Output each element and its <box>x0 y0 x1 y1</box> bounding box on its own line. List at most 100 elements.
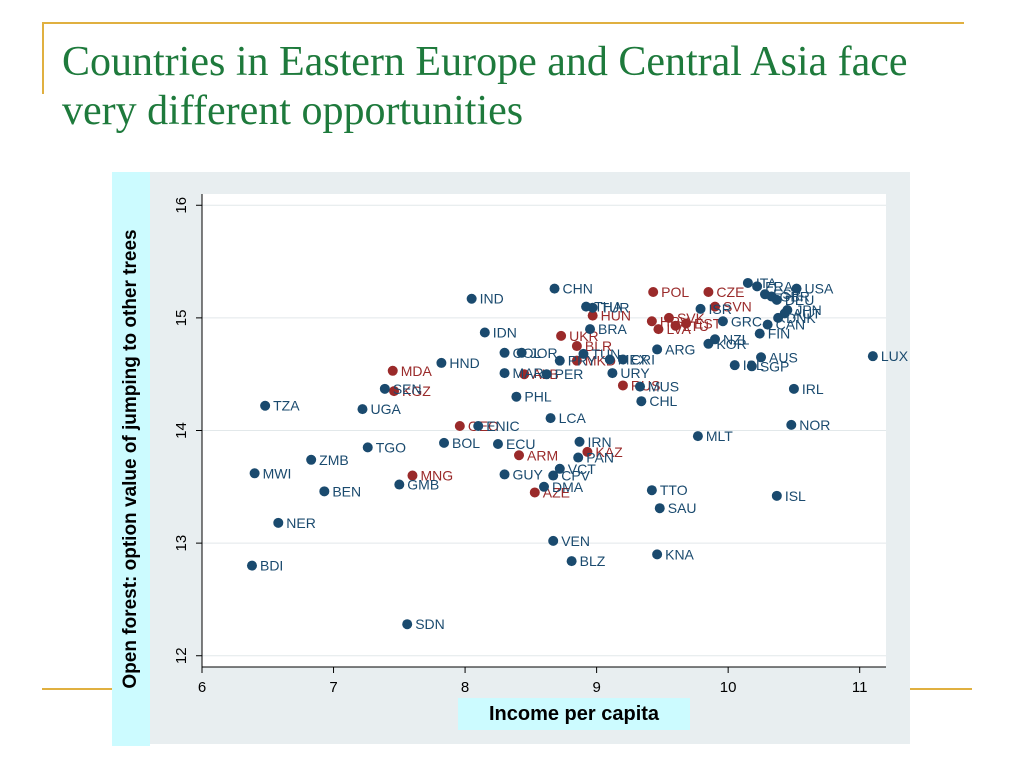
data-point <box>636 396 647 407</box>
data-point <box>710 301 720 312</box>
data-point <box>670 320 681 331</box>
data-point <box>617 380 628 391</box>
data-point <box>439 437 450 448</box>
data-point <box>273 517 284 528</box>
slide-frame-top-rule <box>42 22 964 24</box>
data-point <box>585 324 596 335</box>
point-label: SVN <box>723 299 752 315</box>
point-label: KOR <box>716 336 746 352</box>
data-point <box>319 486 330 497</box>
point-label: CHN <box>563 281 593 297</box>
data-point <box>717 316 728 327</box>
data-point <box>519 369 530 380</box>
point-label: GUY <box>513 466 544 482</box>
point-label: SDN <box>415 616 445 632</box>
point-label: SEN <box>393 381 422 397</box>
data-point <box>473 420 484 431</box>
point-label: NOR <box>799 417 830 433</box>
point-label: GBR <box>780 288 810 304</box>
data-point <box>771 490 782 501</box>
data-point <box>436 357 447 368</box>
point-label: DMA <box>552 479 584 495</box>
data-point <box>306 454 317 465</box>
point-label: THA <box>594 299 623 315</box>
point-label: MNG <box>420 468 453 484</box>
data-point <box>607 368 618 379</box>
data-point <box>729 360 740 371</box>
data-point <box>541 369 552 380</box>
point-label: GRC <box>731 313 762 329</box>
data-point <box>499 347 510 358</box>
y-tick-label: 13 <box>173 535 190 552</box>
data-point <box>617 354 628 365</box>
data-point <box>571 355 582 366</box>
data-point <box>402 619 413 630</box>
gridline-layer <box>202 204 886 657</box>
data-point <box>566 556 577 567</box>
point-label: LCA <box>559 410 587 426</box>
point-label: TUR <box>601 300 630 316</box>
point-label: CHL <box>649 393 677 409</box>
data-point <box>652 344 663 355</box>
data-point <box>654 503 665 514</box>
data-point <box>516 347 527 358</box>
point-label: KAZ <box>595 444 623 460</box>
point-label: PER <box>555 366 584 382</box>
data-point <box>771 294 782 305</box>
data-point <box>646 485 657 496</box>
data-point <box>773 312 784 323</box>
point-label: VCT <box>568 461 596 477</box>
data-point <box>407 470 418 481</box>
point-label: CPV <box>561 468 590 484</box>
data-point <box>362 442 373 453</box>
data-point <box>549 283 560 294</box>
y-tick-label: 15 <box>173 310 190 327</box>
x-tick-label: 8 <box>461 679 469 696</box>
data-point <box>571 341 582 352</box>
point-label: MDA <box>401 363 433 379</box>
point-label: PHL <box>524 389 551 405</box>
axes: 6 7 8 9 10 11 12 13 14 15 16 <box>173 194 886 696</box>
point-label: VEN <box>561 533 590 549</box>
data-point <box>788 383 799 394</box>
data-point <box>389 386 400 397</box>
point-label: MUS <box>648 379 679 395</box>
data-point <box>635 381 646 392</box>
slide-frame-left-rule <box>42 22 44 94</box>
data-point <box>756 352 767 363</box>
point-label: BOL <box>452 435 480 451</box>
data-point <box>786 419 797 430</box>
point-label: CZE <box>716 284 744 300</box>
data-point <box>574 436 585 447</box>
point-label: MAR <box>513 365 544 381</box>
point-label: FIN <box>768 326 791 342</box>
data-point <box>499 368 510 379</box>
point-label: ZMB <box>319 452 349 468</box>
data-point <box>695 303 706 314</box>
point-label: LTU <box>684 318 709 334</box>
data-point <box>663 312 674 323</box>
point-label: NZL <box>723 331 750 347</box>
data-point <box>648 286 659 297</box>
data-point <box>260 400 271 411</box>
x-tick-label: 6 <box>198 679 206 696</box>
y-axis-label: Open forest: option value of jumping to … <box>120 229 141 689</box>
data-point <box>548 470 559 481</box>
point-label: POL <box>661 284 689 300</box>
point-label: ARG <box>665 341 695 357</box>
point-label: PRY <box>568 353 597 369</box>
point-label: IRN <box>588 434 612 450</box>
data-point <box>492 439 503 450</box>
x-tick-label: 11 <box>852 679 868 696</box>
point-label: UGA <box>370 401 401 417</box>
point-label: URY <box>620 365 650 381</box>
point-label: ECU <box>506 436 536 452</box>
data-point <box>703 286 714 297</box>
data-point <box>394 479 405 490</box>
point-label: IDN <box>493 325 517 341</box>
point-label: ARM <box>527 447 558 463</box>
x-tick-label: 10 <box>720 679 737 696</box>
point-label: SAU <box>668 500 697 516</box>
point-label: IND <box>480 291 504 307</box>
data-point <box>587 302 598 313</box>
